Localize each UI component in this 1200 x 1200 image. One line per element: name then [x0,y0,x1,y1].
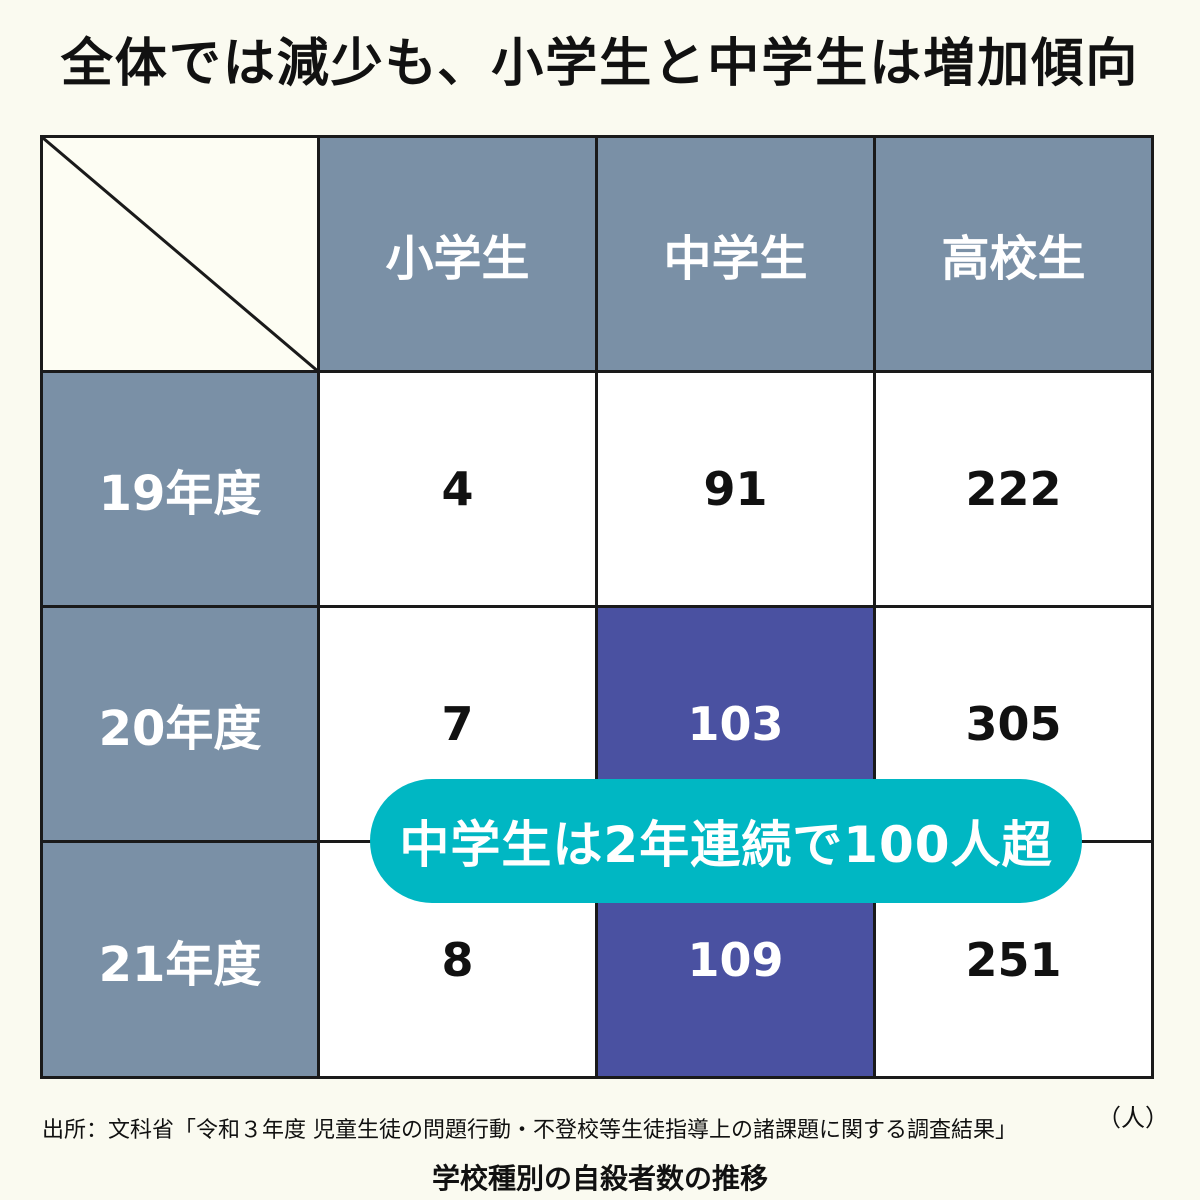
table-cell: 222 [876,373,1151,608]
data-table: 小学生 中学生 高校生 19年度 4 91 222 20年度 7 103 305… [40,135,1154,1079]
column-header-high-school: 高校生 [876,138,1151,373]
table-cell: 91 [598,373,876,608]
column-header-junior-high: 中学生 [598,138,876,373]
diagonal-line [43,138,320,373]
column-header-elementary: 小学生 [320,138,598,373]
row-header-fy21: 21年度 [43,843,320,1076]
callout-banner: 中学生は2年連続で100人超 [370,779,1082,903]
source-note: 出所：文科省「令和３年度 児童生徒の問題行動・不登校等生徒指導上の諸課題に関する… [42,1118,1017,1143]
unit-label: （人） [1097,1104,1169,1132]
table-cell: 4 [320,373,598,608]
chart-caption: 学校種別の自殺者数の推移 [431,1162,768,1195]
page-title: 全体では減少も、小学生と中学生は増加傾向 [60,34,1140,94]
corner-cell [43,138,320,373]
row-header-fy19: 19年度 [43,373,320,608]
row-header-fy20: 20年度 [43,608,320,843]
